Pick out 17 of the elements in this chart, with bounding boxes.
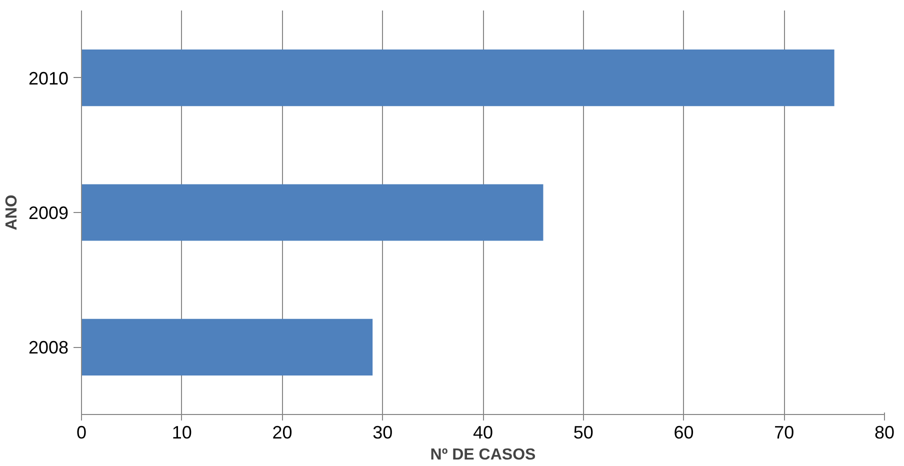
- y-tick-label: 2008: [28, 338, 69, 358]
- bar: [82, 318, 373, 376]
- x-tick-label: 40: [472, 422, 494, 442]
- x-tick-label: 80: [874, 422, 895, 442]
- x-axis-title: Nº DE CASOS: [430, 446, 536, 464]
- bar: [82, 184, 544, 241]
- x-tick-label: 70: [774, 422, 794, 442]
- y-tick-label: 2010: [28, 68, 69, 88]
- x-tick-label: 20: [272, 422, 292, 442]
- x-tick-label: 0: [76, 422, 87, 442]
- x-tick-label: 10: [172, 422, 192, 442]
- x-tick-label: 60: [674, 422, 694, 442]
- x-tick-label: 50: [573, 422, 594, 442]
- y-tick-label: 2009: [28, 203, 69, 223]
- x-tick-label: 30: [372, 422, 393, 442]
- y-axis-title: ANO: [3, 194, 20, 230]
- bar: [82, 50, 834, 106]
